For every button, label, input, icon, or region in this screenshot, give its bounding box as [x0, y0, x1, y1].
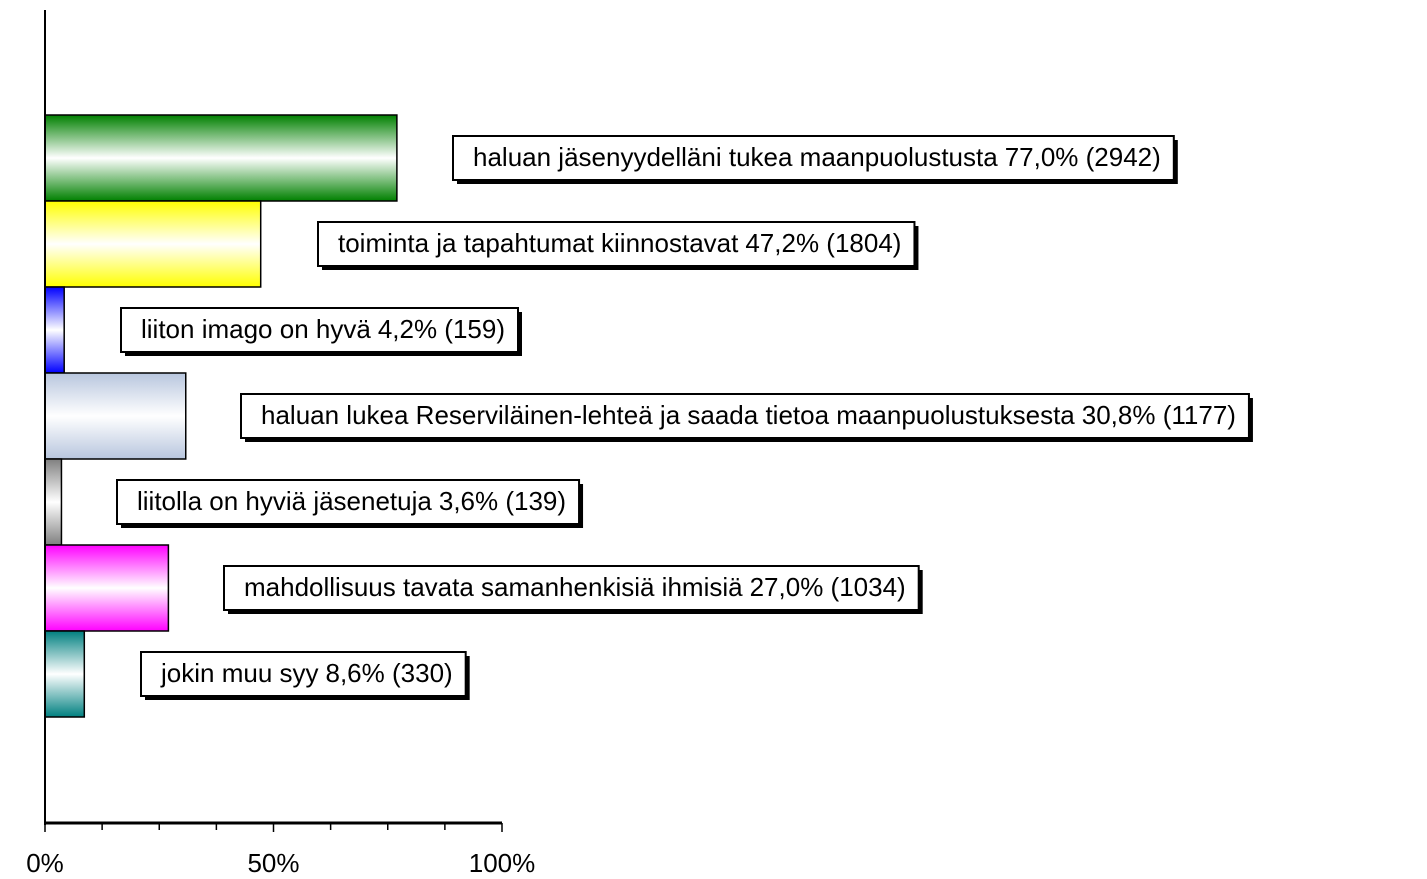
data-label: jokin muu syy 8,6% (330)	[160, 658, 453, 688]
category-label: mahdollisuus tavata samanhenkisiä ihmisi…	[244, 572, 743, 602]
data-label: haluan lukea Reserviläinen-lehteä ja saa…	[261, 400, 1236, 430]
bar	[44, 114, 398, 202]
bar	[44, 630, 86, 718]
data-label: liitolla on hyviä jäsenetuja 3,6% (139)	[137, 486, 566, 516]
x-tick-label: 100%	[469, 848, 536, 878]
value-label: 47,2% (1804)	[745, 228, 901, 258]
x-tick-label: 0%	[26, 848, 64, 878]
category-label: jokin muu syy	[160, 658, 319, 688]
label-box	[452, 135, 1175, 181]
category-label: haluan jäsenyydelläni tukea maanpuolustu…	[473, 142, 998, 172]
category-label: toiminta ja tapahtumat kiinnostavat	[338, 228, 739, 258]
label-box	[116, 479, 581, 525]
data-label: haluan jäsenyydelläni tukea maanpuolustu…	[473, 142, 1161, 172]
category-label: liitolla on hyviä jäsenetuja	[137, 486, 432, 516]
label-box	[140, 651, 467, 697]
data-label: mahdollisuus tavata samanhenkisiä ihmisi…	[244, 572, 906, 602]
label-box	[120, 307, 519, 353]
data-label: liiton imago on hyvä 4,2% (159)	[141, 314, 505, 344]
bar	[44, 372, 187, 460]
label-box	[223, 565, 920, 611]
label-box	[240, 393, 1250, 439]
value-label: 30,8% (1177)	[1082, 400, 1236, 430]
value-label: 4,2% (159)	[378, 314, 505, 344]
value-label: 77,0% (2942)	[1005, 142, 1161, 172]
bar	[44, 544, 170, 632]
category-label: liiton imago on hyvä	[141, 314, 371, 344]
value-label: 8,6% (330)	[326, 658, 453, 688]
bar	[44, 458, 63, 546]
bar	[44, 200, 262, 288]
data-label: toiminta ja tapahtumat kiinnostavat 47,2%…	[338, 228, 901, 258]
bar	[44, 286, 65, 374]
x-tick-label: 50%	[247, 848, 299, 878]
value-label: 3,6% (139)	[439, 486, 566, 516]
label-box	[317, 221, 916, 267]
value-label: 27,0% (1034)	[750, 572, 906, 602]
category-label: haluan lukea Reserviläinen-lehteä ja saa…	[261, 400, 1075, 430]
